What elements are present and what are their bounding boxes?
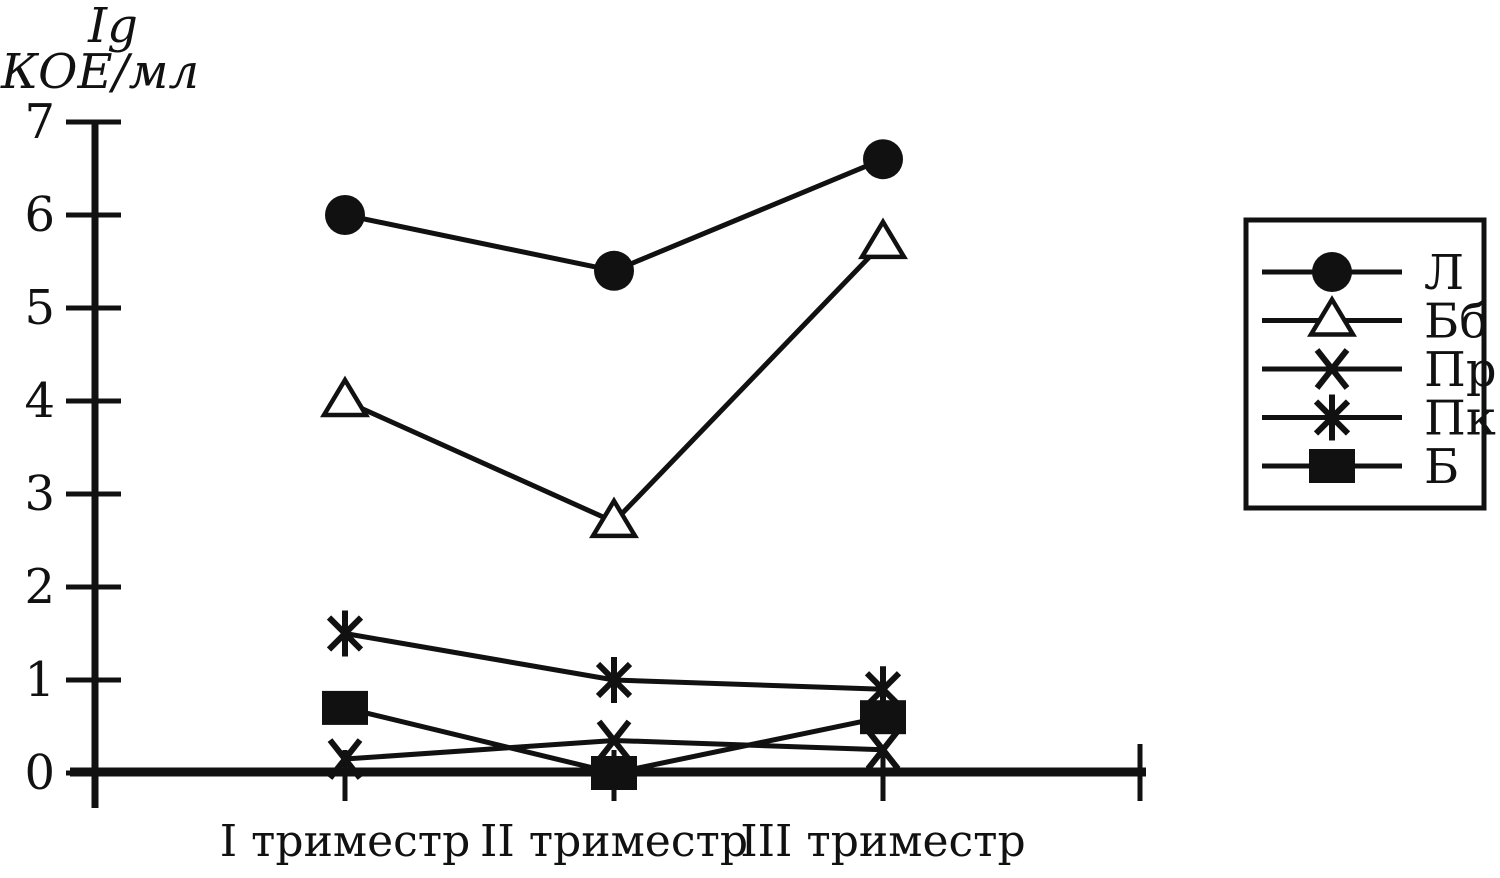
legend-row: Пр [1262, 342, 1497, 398]
asterisk-icon [1313, 394, 1351, 441]
y-axis-tick-label: 1 [24, 652, 55, 708]
filled-circle-marker [594, 250, 634, 291]
legend-label: Л [1424, 245, 1464, 301]
filled-circle-shape [325, 195, 365, 235]
x-cross-marker [327, 738, 363, 780]
open-triangle-shape [320, 375, 370, 418]
filled-circle-marker [863, 139, 903, 180]
open-triangle-icon [1307, 295, 1357, 337]
legend-label: Пк [1424, 391, 1496, 447]
legend-row: Л [1262, 245, 1464, 301]
x-cross-stroke [1314, 348, 1350, 390]
open-triangle-marker [589, 496, 639, 539]
legend-row: Б [1262, 439, 1459, 495]
legend-label: Б [1424, 439, 1459, 495]
x-cross-stroke [596, 719, 632, 762]
filled-square-shape [322, 690, 368, 725]
filled-circle-icon [1312, 252, 1352, 292]
y-axis-tick-label: 6 [24, 187, 55, 243]
legend-label: Пр [1424, 342, 1497, 398]
y-axis-tick-label: 7 [24, 94, 55, 150]
x-cross-stroke [865, 728, 901, 771]
legend-row: Бб [1262, 294, 1488, 350]
open-triangle-shape [858, 217, 908, 260]
legend-box [1243, 217, 1487, 511]
open-triangle-marker [320, 375, 370, 418]
y-axis-tick-label: 0 [24, 745, 55, 801]
filled-square-shape [1309, 449, 1355, 483]
filled-circle-shape [594, 250, 634, 291]
filled-square-marker [591, 756, 637, 790]
x-cross-marker [865, 728, 901, 771]
x-cross-icon [1314, 348, 1350, 390]
legend-label: Бб [1424, 294, 1488, 350]
filled-square-marker [322, 690, 368, 725]
y-axis-title-line2: КОЕ/мл [0, 44, 199, 100]
asterisk-marker [595, 657, 633, 703]
category-label: I триместр [220, 816, 471, 867]
asterisk-marker [326, 610, 364, 657]
y-axis-tick-label: 5 [24, 280, 55, 336]
open-triangle-shape [1307, 295, 1357, 337]
legend-row: Пк [1262, 391, 1496, 447]
category-label: II триместр [480, 816, 748, 867]
open-triangle-shape [589, 496, 639, 539]
x-cross-marker [596, 719, 632, 762]
category-label: III триместр [740, 816, 1025, 867]
y-axis-tick-label: 3 [24, 466, 55, 522]
x-cross-stroke [327, 738, 363, 780]
filled-square-marker [860, 700, 906, 735]
y-axis-tick-label: 2 [24, 559, 55, 615]
filled-circle-shape [863, 139, 903, 180]
filled-square-shape [860, 700, 906, 735]
filled-circle-shape [1312, 252, 1352, 292]
y-axis-tick-label: 4 [24, 373, 55, 429]
filled-circle-marker [325, 195, 365, 235]
filled-square-icon [1309, 449, 1355, 483]
y-axis-title-line1: Ig [87, 0, 138, 54]
filled-square-shape [591, 756, 637, 790]
open-triangle-marker [858, 217, 908, 260]
